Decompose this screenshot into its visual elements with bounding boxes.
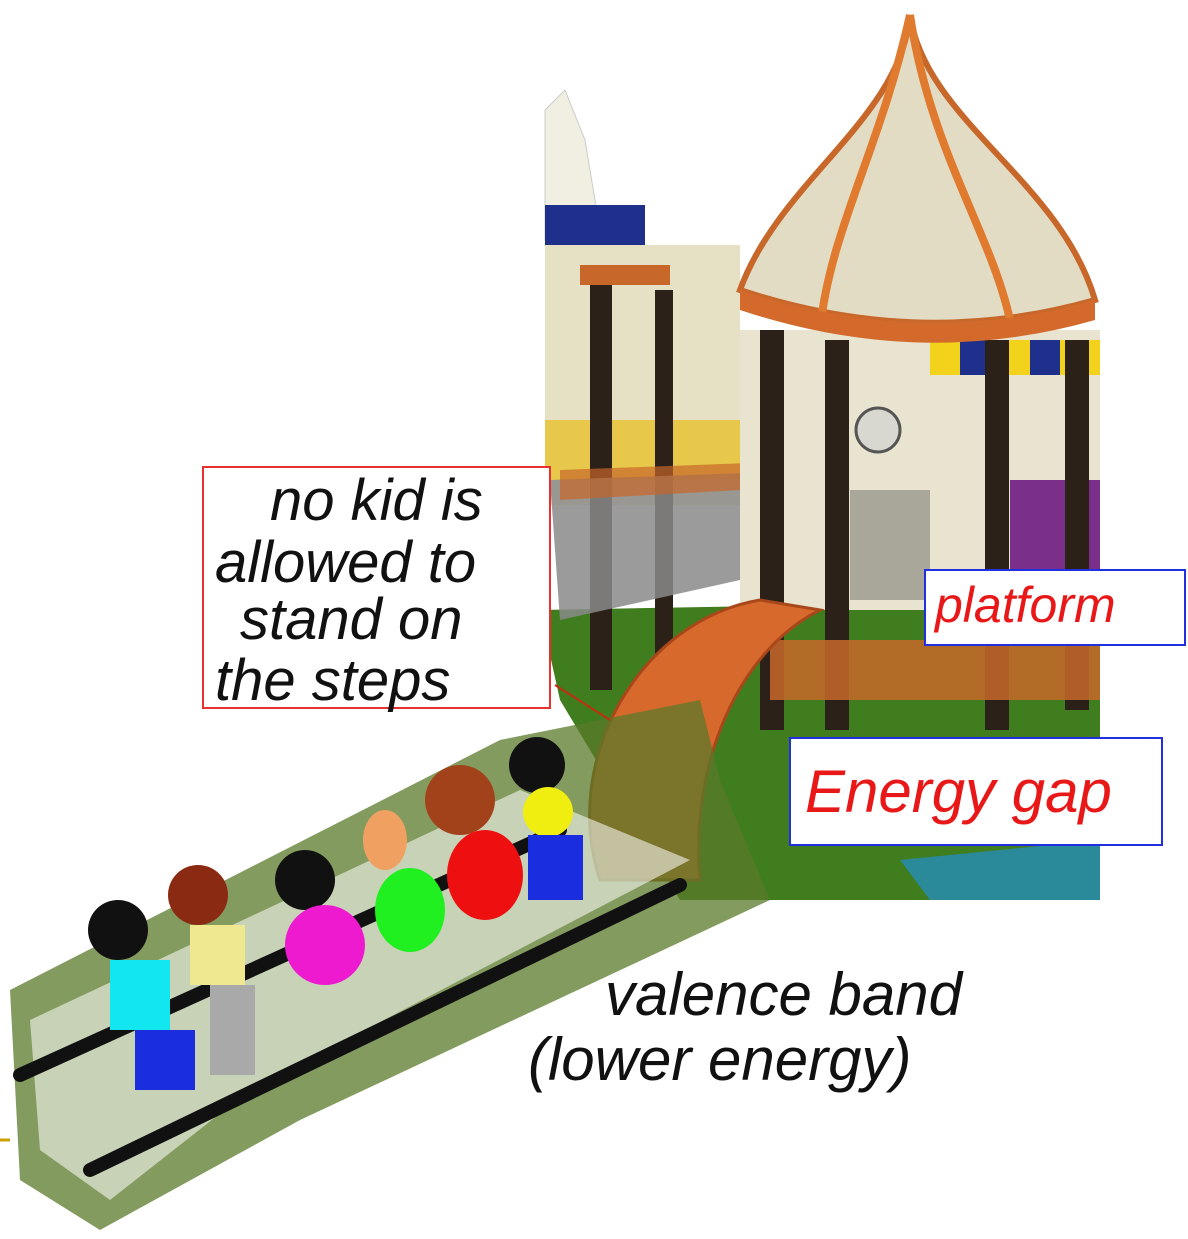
kid-body — [523, 787, 573, 837]
left-awning — [545, 205, 645, 245]
page: no kid is allowed to stand on the steps … — [0, 0, 1188, 1239]
energy-gap-label: Energy gap — [805, 758, 1112, 825]
tower-window — [850, 490, 930, 600]
kid-head — [425, 765, 495, 835]
illustration: no kid is allowed to stand on the steps … — [0, 0, 1188, 1239]
kid-legs — [528, 835, 583, 900]
kid-body — [110, 960, 170, 1030]
kid-body — [190, 925, 245, 985]
kid-head — [88, 900, 148, 960]
rule-text: no kid is — [270, 468, 483, 533]
valence-label: (lower energy) — [528, 1026, 911, 1093]
kid-body — [285, 905, 365, 985]
tower-band — [1030, 340, 1060, 375]
platform-deck — [770, 640, 1100, 700]
valence-label: valence band — [605, 961, 964, 1028]
rule-text: allowed to — [215, 530, 476, 595]
kid-legs — [210, 985, 255, 1075]
tower-band — [960, 340, 985, 375]
kid-body — [447, 830, 523, 920]
kid-body — [375, 868, 445, 952]
rule-text: the steps — [215, 648, 450, 713]
beam — [580, 265, 670, 285]
porthole — [856, 408, 900, 452]
rule-text: stand on — [240, 587, 463, 652]
kid-head — [509, 737, 565, 793]
platform-label: platform — [933, 577, 1116, 633]
kid-head — [168, 865, 228, 925]
kid-legs — [135, 1030, 195, 1090]
kid-head — [363, 810, 407, 870]
kid-head — [275, 850, 335, 910]
